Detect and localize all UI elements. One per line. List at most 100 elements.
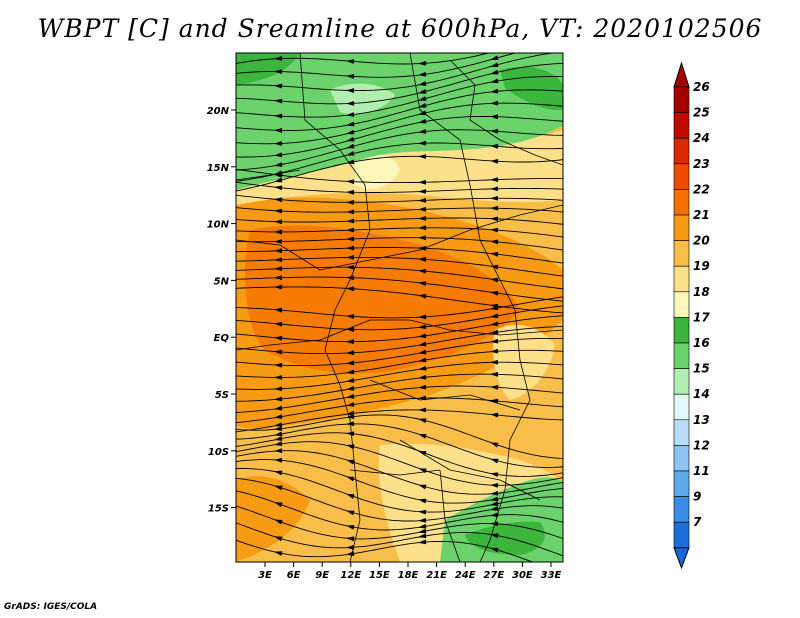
streamline-arrowhead <box>418 197 427 203</box>
streamline <box>236 115 563 158</box>
streamline-arrowhead <box>346 414 355 419</box>
streamline-arrowhead <box>274 519 283 525</box>
colorbar-label: 20 <box>693 234 710 248</box>
streamline <box>236 227 563 238</box>
streamline-arrowhead <box>490 547 499 553</box>
lat-tick-label: EQ <box>214 333 230 344</box>
streamline-arrowhead <box>418 118 427 124</box>
streamline <box>236 207 563 213</box>
streamline-arrowhead <box>274 185 283 191</box>
lon-tick-label: 27E <box>483 570 504 581</box>
streamline-arrowhead <box>490 472 499 478</box>
streamline-arrowhead <box>490 384 499 390</box>
colorbar-label: 23 <box>693 157 710 171</box>
streamline <box>236 237 563 251</box>
streamline-arrowhead <box>418 188 427 194</box>
streamline-arrowhead <box>418 418 427 424</box>
streamline-arrowhead <box>490 483 499 488</box>
wbpt-band-19-north <box>236 130 563 205</box>
lon-tick-label: 30E <box>512 570 533 581</box>
colorbar-swatch <box>673 445 690 472</box>
streamline <box>236 266 563 290</box>
lat-tick-label: 10S <box>208 447 229 458</box>
colorbar-label: 25 <box>693 106 710 120</box>
streamline-arrowhead <box>418 96 427 101</box>
streamline-arrowhead <box>418 71 427 77</box>
longitude-axis: 3E 6E 9E 12E 15E 18E 21E 24E 27E 30E 33E <box>258 562 562 581</box>
streamline-arrowhead <box>346 275 355 281</box>
streamline-arrowhead <box>346 551 355 556</box>
streamline-arrowhead <box>274 266 283 271</box>
streamline-arrowhead <box>346 88 355 93</box>
streamline-arrowhead <box>490 88 499 94</box>
streamline-arrowhead <box>490 490 499 496</box>
lat-tick-label: 5S <box>215 390 229 401</box>
streamline-arrowhead <box>490 277 499 283</box>
streamline <box>236 217 563 225</box>
streamline-arrowhead <box>346 143 355 149</box>
streamline-arrowhead <box>274 69 283 75</box>
streamline-arrowhead <box>346 476 355 482</box>
wbpt-band-17-northeast <box>500 66 563 111</box>
streamline-arrowhead <box>274 152 283 158</box>
streamline-arrowhead <box>490 359 499 365</box>
streamline-arrowhead <box>274 173 283 178</box>
streamline-arrowhead <box>346 100 355 106</box>
streamline-arrowhead <box>346 159 355 165</box>
streamline <box>236 194 563 203</box>
streamline-arrowhead <box>490 442 499 448</box>
streamline-arrowhead <box>418 245 427 251</box>
streamline-arrowhead <box>274 321 283 327</box>
streamline-arrowhead <box>418 374 427 380</box>
streamline-arrowhead <box>490 305 499 311</box>
streamline-arrowhead <box>346 385 355 391</box>
streamline <box>236 181 563 193</box>
streamline <box>236 414 563 459</box>
colorbar-label: 26 <box>693 80 710 94</box>
lat-tick-label: 15S <box>208 504 229 515</box>
streamline-arrowhead <box>490 158 499 164</box>
streamline-arrowhead <box>346 151 355 156</box>
streamline-arrowhead <box>346 421 355 427</box>
streamline-arrowhead <box>418 140 427 146</box>
streamline-arrowhead <box>274 405 283 411</box>
streamline-arrowhead <box>418 384 427 390</box>
streamline-arrowhead <box>490 128 499 134</box>
streamline-arrowhead <box>346 360 355 366</box>
streamline-arrowhead <box>490 62 499 67</box>
lat-tick-label: 5N <box>214 276 230 287</box>
streamline-arrowhead <box>274 536 283 542</box>
streamline-arrowhead <box>346 377 355 383</box>
streamline-arrowhead <box>418 110 427 116</box>
streamline-arrowhead <box>418 533 427 539</box>
streamline-arrowhead <box>346 136 355 142</box>
streamline-arrowhead <box>418 341 427 347</box>
colorbar-swatch <box>673 240 690 267</box>
streamline-arrowhead <box>418 293 427 299</box>
streamline-arrowhead <box>418 539 427 545</box>
colorbar-swatch <box>673 470 690 497</box>
streamline-arrowhead <box>418 395 427 401</box>
streamline-arrowhead <box>418 523 427 529</box>
streamline <box>236 286 563 314</box>
streamline-arrowhead <box>418 407 427 413</box>
wbpt-band-22 <box>245 225 520 374</box>
streamline-arrows <box>274 53 499 556</box>
streamline-arrowhead <box>418 484 427 490</box>
streamline-arrowhead <box>274 275 283 281</box>
streamline-arrowhead <box>490 329 499 335</box>
streamline-arrowhead <box>490 55 499 61</box>
colorbar-top-arrow <box>673 61 690 88</box>
streamline-arrowhead <box>274 177 283 183</box>
streamline-arrowhead <box>490 100 499 106</box>
lon-tick-label: 15E <box>369 570 390 581</box>
streamline-arrowhead <box>274 551 283 556</box>
streamline-arrowhead <box>490 338 499 344</box>
colorbar-label: 9 <box>693 490 701 504</box>
streamline-arrowhead <box>418 450 427 456</box>
streamline-arrowhead <box>490 398 499 404</box>
colorbar-swatch <box>673 163 690 190</box>
streamline-arrowhead <box>346 524 355 530</box>
streamline-arrowhead <box>346 431 355 437</box>
lon-tick-label: 6E <box>287 570 301 581</box>
